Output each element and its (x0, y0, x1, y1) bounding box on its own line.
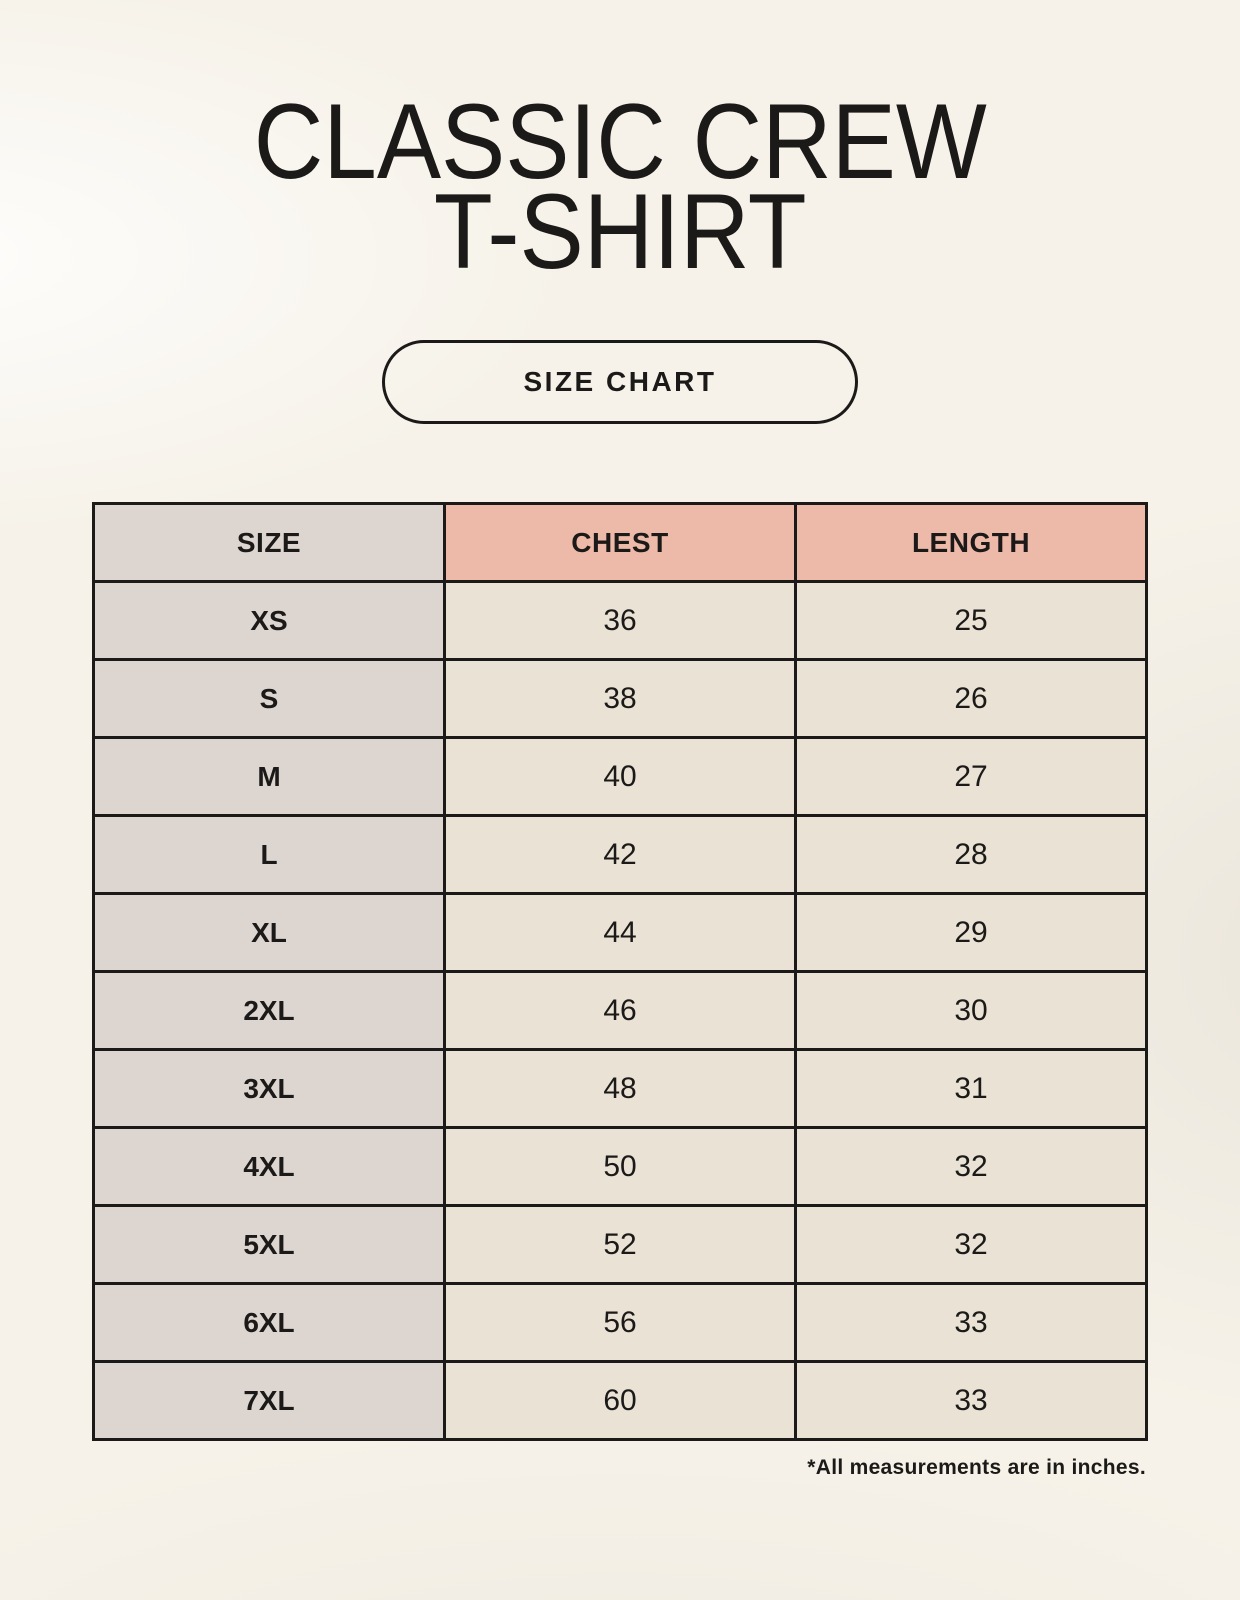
size-cell: XL (92, 892, 446, 973)
chest-cell: 48 (443, 1048, 797, 1129)
chest-cell: 36 (443, 580, 797, 661)
table-row: M 40 27 (92, 736, 1148, 817)
size-cell: 3XL (92, 1048, 446, 1129)
length-cell: 30 (794, 970, 1148, 1051)
size-cell: 7XL (92, 1360, 446, 1441)
chest-cell: 56 (443, 1282, 797, 1363)
length-cell: 32 (794, 1204, 1148, 1285)
chest-cell: 50 (443, 1126, 797, 1207)
length-cell: 31 (794, 1048, 1148, 1129)
size-chart-badge-label: SIZE CHART (523, 366, 717, 397)
size-cell: 6XL (92, 1282, 446, 1363)
length-cell: 32 (794, 1126, 1148, 1207)
column-header-length: LENGTH (794, 502, 1148, 583)
size-cell: 4XL (92, 1126, 446, 1207)
size-cell: 5XL (92, 1204, 446, 1285)
size-cell: 2XL (92, 970, 446, 1051)
chest-cell: 42 (443, 814, 797, 895)
size-cell: L (92, 814, 446, 895)
table-row: S 38 26 (92, 658, 1148, 739)
size-chart-table: SIZE CHEST LENGTH XS 36 25 S 38 26 M 40 … (92, 502, 1148, 1441)
table-row: 2XL 46 30 (92, 970, 1148, 1051)
size-cell: XS (92, 580, 446, 661)
chest-cell: 46 (443, 970, 797, 1051)
length-cell: 25 (794, 580, 1148, 661)
table-row: L 42 28 (92, 814, 1148, 895)
column-header-chest: CHEST (443, 502, 797, 583)
table-row: 7XL 60 33 (92, 1360, 1148, 1441)
measurement-footnote: *All measurements are in inches. (807, 1456, 1146, 1479)
length-cell: 26 (794, 658, 1148, 739)
chest-cell: 60 (443, 1360, 797, 1441)
length-cell: 33 (794, 1360, 1148, 1441)
table-row: XL 44 29 (92, 892, 1148, 973)
length-cell: 33 (794, 1282, 1148, 1363)
length-cell: 27 (794, 736, 1148, 817)
chest-cell: 52 (443, 1204, 797, 1285)
table-header-row: SIZE CHEST LENGTH (92, 502, 1148, 583)
length-cell: 29 (794, 892, 1148, 973)
length-cell: 28 (794, 814, 1148, 895)
chest-cell: 44 (443, 892, 797, 973)
page-title: CLASSIC CREW T-SHIRT (0, 0, 1240, 285)
chest-cell: 40 (443, 736, 797, 817)
table-row: 3XL 48 31 (92, 1048, 1148, 1129)
chest-cell: 38 (443, 658, 797, 739)
size-chart-badge[interactable]: SIZE CHART (382, 340, 858, 424)
page-title-line1: CLASSIC CREW (253, 81, 987, 201)
table-row: 5XL 52 32 (92, 1204, 1148, 1285)
table-row: XS 36 25 (92, 580, 1148, 661)
table-row: 6XL 56 33 (92, 1282, 1148, 1363)
size-cell: S (92, 658, 446, 739)
column-header-size: SIZE (92, 502, 446, 583)
size-cell: M (92, 736, 446, 817)
table-row: 4XL 50 32 (92, 1126, 1148, 1207)
page-title-line2: T-SHIRT (433, 171, 807, 291)
